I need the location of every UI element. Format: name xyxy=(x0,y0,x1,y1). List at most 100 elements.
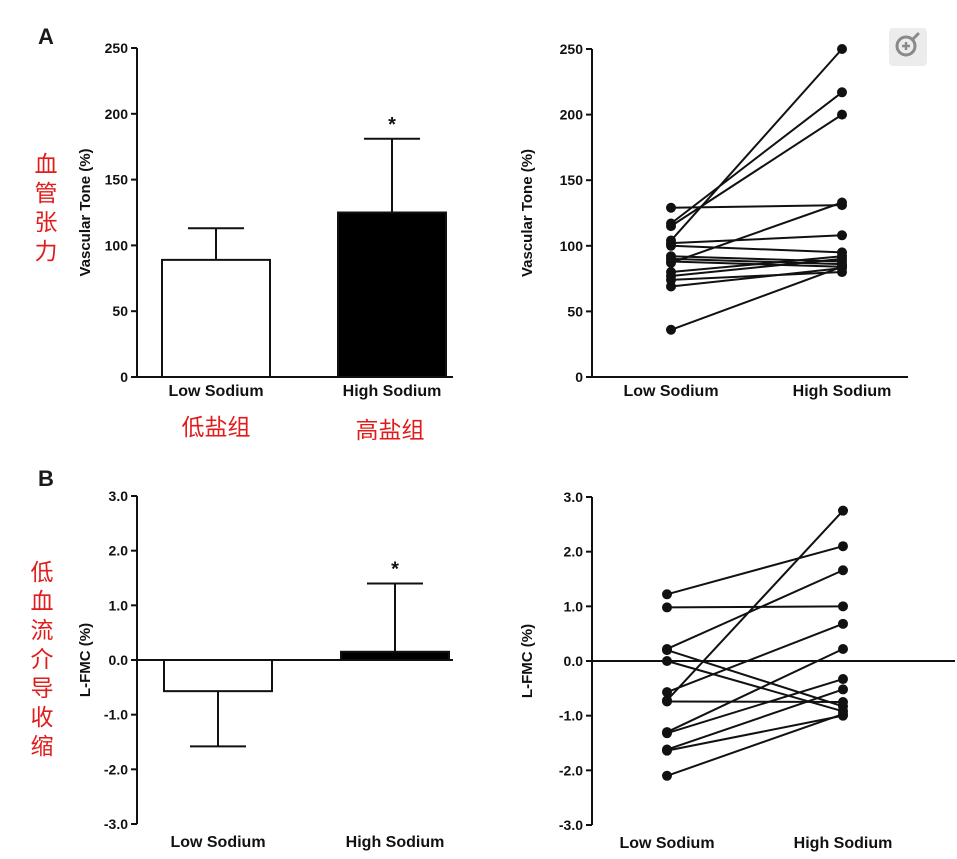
plot-2: 0 50 100 150 200 250 Vascular Tone (%) Low Sodi… xyxy=(519,41,908,400)
subject-line xyxy=(670,271,843,281)
subject-line xyxy=(670,234,843,245)
plot-4: 3.0 2.0 1.0 0.0 -1.0 -2.0 -3.0 L-FMC (%) Low Sod… xyxy=(519,489,955,852)
y-tick-label: 100 xyxy=(105,237,129,253)
y-tick-label: 150 xyxy=(105,172,129,188)
y-tick-label: 1.0 xyxy=(564,598,584,614)
y-tick-label: 200 xyxy=(560,107,584,123)
data-point xyxy=(837,109,847,120)
subject-line xyxy=(666,678,844,735)
panel-letter-b: B xyxy=(38,466,54,491)
data-point xyxy=(662,656,672,666)
annotation-vascular-tone-char: 管 xyxy=(35,181,58,207)
data-point xyxy=(662,770,672,781)
subject-line xyxy=(670,244,843,254)
annotation-lfmc-char: 血 xyxy=(31,589,54,615)
subject-line xyxy=(666,622,844,694)
data-point xyxy=(837,230,847,241)
y-tick-label: -3.0 xyxy=(104,816,128,832)
x-category-label: Low Sodium xyxy=(623,383,718,400)
subject-line xyxy=(666,700,844,703)
x-category-label: Low Sodium xyxy=(619,835,714,852)
subject-line xyxy=(666,509,844,702)
zoom-button[interactable] xyxy=(889,28,927,66)
subject-line xyxy=(666,688,844,751)
annotation-vascular-tone-char: 血 xyxy=(35,152,58,178)
annotation-lfmc-char: 收 xyxy=(31,705,54,731)
annotation-low-salt: 低盐组 xyxy=(182,415,251,441)
y-axis-label: Vascular Tone (%) xyxy=(77,148,94,276)
subject-line xyxy=(670,265,843,331)
subject-line xyxy=(666,649,844,708)
x-category-label: High Sodium xyxy=(793,383,892,400)
annotation-lfmc-char: 导 xyxy=(31,676,54,702)
y-tick-label: -1.0 xyxy=(104,707,128,723)
y-tick-label: 100 xyxy=(560,238,584,254)
data-point xyxy=(838,618,848,629)
bar xyxy=(340,650,450,661)
data-point xyxy=(666,202,676,213)
data-point xyxy=(838,565,848,576)
subject-line xyxy=(666,545,844,596)
subject-line xyxy=(666,713,844,777)
subject-line xyxy=(666,714,844,752)
data-point xyxy=(838,684,848,695)
data-point xyxy=(666,281,676,292)
x-category-label: Low Sodium xyxy=(170,834,265,851)
y-tick-label: 150 xyxy=(560,172,584,188)
x-category-label: High Sodium xyxy=(343,383,442,400)
data-point xyxy=(837,87,847,98)
zoom-in-icon xyxy=(895,32,920,57)
data-point xyxy=(666,221,676,232)
plot-3: 3.0 2.0 1.0 0.0 -1.0 -2.0 -3.0 L-FMC (%) Low Sod… xyxy=(77,488,453,851)
subject-line xyxy=(670,267,843,288)
y-tick-label: 1.0 xyxy=(109,597,129,613)
subject-line xyxy=(670,201,843,264)
data-point xyxy=(662,728,672,739)
y-tick-label: 3.0 xyxy=(109,488,129,504)
annotation-lfmc-char: 流 xyxy=(31,618,54,644)
data-point xyxy=(662,745,672,756)
subject-line xyxy=(670,48,843,242)
data-point xyxy=(838,601,848,612)
y-tick-label: 0 xyxy=(575,369,583,385)
y-tick-label: 0 xyxy=(120,369,128,385)
subject-line xyxy=(670,255,843,263)
y-tick-label: 2.0 xyxy=(109,543,129,559)
bar xyxy=(163,659,273,693)
subject-line xyxy=(670,257,843,277)
y-tick-label: -2.0 xyxy=(104,761,128,777)
data-point xyxy=(666,257,676,268)
y-tick-label: 0.0 xyxy=(109,652,129,668)
y-tick-label: 2.0 xyxy=(564,544,584,560)
bar xyxy=(337,211,447,378)
data-point xyxy=(662,696,672,707)
y-axis-label: L-FMC (%) xyxy=(77,623,94,697)
y-tick-label: 200 xyxy=(105,106,129,122)
data-point xyxy=(837,197,847,208)
y-tick-label: -1.0 xyxy=(559,708,583,724)
data-point xyxy=(837,253,847,264)
y-tick-label: 3.0 xyxy=(564,489,584,505)
y-tick-label: 0.0 xyxy=(564,653,584,669)
annotation-lfmc-char: 低 xyxy=(31,560,54,586)
panel-letter-a: A xyxy=(38,24,54,49)
data-point xyxy=(666,324,676,335)
data-point xyxy=(662,645,672,656)
subject-line xyxy=(666,648,844,733)
data-point xyxy=(838,505,848,516)
subject-line xyxy=(670,257,843,266)
x-category-label: High Sodium xyxy=(346,834,445,851)
y-axis-label: L-FMC (%) xyxy=(519,624,536,698)
data-point xyxy=(662,687,672,698)
y-tick-label: -3.0 xyxy=(559,817,583,833)
data-point xyxy=(838,541,848,552)
annotation-high-salt: 高盐组 xyxy=(356,418,425,444)
data-point xyxy=(838,697,848,707)
bar xyxy=(161,258,271,379)
y-tick-label: 50 xyxy=(567,303,583,319)
data-point xyxy=(838,643,848,654)
y-tick-label: 250 xyxy=(560,41,584,57)
subject-line xyxy=(670,91,843,225)
